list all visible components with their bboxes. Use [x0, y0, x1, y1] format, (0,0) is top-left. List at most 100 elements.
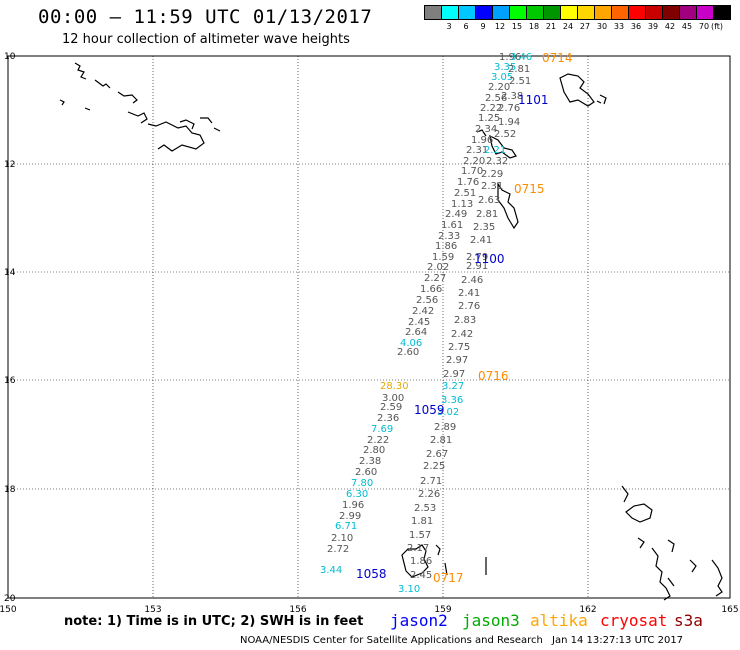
timestamp: Jan 14 13:27:13 UTC 2017	[552, 635, 684, 646]
scale-cell	[459, 6, 476, 19]
wave-height-label: 2.67	[426, 449, 448, 460]
wave-height-label: 2.36	[377, 413, 399, 424]
wave-height-label: 1.76	[457, 177, 479, 188]
wave-height-label: 3.10	[398, 584, 420, 595]
coastlines	[59, 62, 723, 601]
scale-cell	[578, 6, 595, 19]
wave-height-label: 2.38	[359, 456, 381, 467]
wave-height-label: 2.49	[445, 209, 467, 220]
wave-height-label: 2.60	[355, 467, 377, 478]
coastline-southeast	[621, 485, 723, 601]
scale-label: 39	[647, 22, 659, 31]
lon-label: 159	[434, 605, 451, 615]
map-title: 00:00 – 11:59 UTC 01/13/2017	[38, 6, 373, 28]
wave-height-label: 1.13	[451, 199, 473, 210]
wave-height-label: 2.56	[485, 93, 507, 104]
pass-time-label: 1100	[474, 252, 505, 266]
wave-height-label: 2.52	[494, 129, 516, 140]
coastline-south	[401, 544, 487, 578]
wave-height-label: 2.64	[405, 327, 427, 338]
color-scale-cells	[424, 5, 731, 20]
wave-height-label: 2.38	[501, 91, 523, 102]
scale-label: 36	[630, 22, 642, 31]
legend-jason2: jason2	[390, 611, 448, 630]
wave-height-label: 1.70	[461, 166, 483, 177]
wave-height-label: 2.97	[443, 369, 465, 380]
wave-height-label: 2.25	[423, 461, 445, 472]
wave-height-label: 3.44	[320, 565, 342, 576]
wave-height-label: 1.96	[499, 52, 521, 63]
wave-height-label: 7.80	[351, 478, 373, 489]
wave-height-label: 2.99	[339, 511, 361, 522]
lon-label: 150	[0, 605, 17, 615]
wave-height-label: 1.59	[432, 252, 454, 263]
wave-height-label: 4.06	[400, 338, 422, 349]
wave-height-label: 2.81	[476, 209, 498, 220]
wave-height-label: 3.27	[442, 381, 464, 392]
legend-cryosat: cryosat	[600, 611, 668, 630]
wave-height-label: 3.36	[441, 395, 463, 406]
wave-height-label: 2.80	[363, 445, 385, 456]
scale-cell	[629, 6, 646, 19]
coastline-west-islands	[59, 62, 221, 152]
lat-label: 12	[4, 160, 15, 170]
wave-height-label: 2.81	[430, 435, 452, 446]
scale-cell	[544, 6, 561, 19]
wave-height-label: 2.34	[475, 124, 497, 135]
wave-height-label: 2.97	[446, 355, 468, 366]
scale-cell	[510, 6, 527, 19]
wave-height-label: 2.72	[327, 544, 349, 555]
wave-height-label: 2.22	[367, 435, 389, 446]
scale-label: 15	[511, 22, 523, 31]
wave-height-label: 2.22	[480, 103, 502, 114]
scale-label: 6	[463, 22, 469, 31]
wave-height-label: 1.66	[420, 284, 442, 295]
footer-note: note: 1) Time is in UTC; 2) SWH is in fe…	[64, 614, 364, 629]
scale-label: 12	[494, 22, 506, 31]
wave-height-label: 2.42	[451, 329, 473, 340]
wave-height-label: 2.71	[420, 476, 442, 487]
scale-cell	[612, 6, 629, 19]
pass-time-label: 0715	[514, 182, 545, 196]
wave-height-label: 3.05	[491, 72, 513, 83]
wave-height-label: 2.17	[407, 543, 429, 554]
wave-height-label: 2.63	[478, 195, 500, 206]
wave-height-label: 2.20	[488, 82, 510, 93]
wave-height-label: 1.57	[409, 530, 431, 541]
scale-label: 45	[681, 22, 693, 31]
wave-height-label: 2.59	[380, 402, 402, 413]
scale-cell	[595, 6, 612, 19]
lat-label: 20	[4, 594, 16, 604]
scale-label: 27	[579, 22, 591, 31]
credit-line: NOAA/NESDIS Center for Satellite Applica…	[240, 635, 543, 646]
wave-height-label: 1.61	[441, 220, 463, 231]
color-scale-labels: 3 6 9 12 15 18 21 24 27 30 33 36 39 42 45 70 (ft)	[424, 20, 731, 32]
lat-label: 14	[4, 268, 16, 278]
wave-height-label: 1.81	[411, 516, 433, 527]
scale-label: 18	[528, 22, 540, 31]
wave-height-label: 2.21	[484, 145, 506, 156]
scale-label: 24	[562, 22, 574, 31]
wave-height-label: 2.27	[424, 273, 446, 284]
wave-height-label: 7.69	[371, 424, 393, 435]
wave-height-label: 3.46	[510, 52, 532, 63]
pass-time-labels: 0714 1101 0715 1100 0716 1059 1058 0717	[356, 51, 573, 585]
legend-s3a: s3a	[674, 611, 703, 630]
wave-height-label: 1.96	[342, 500, 364, 511]
scale-label: 30	[596, 22, 608, 31]
wave-height-label: 2.45	[410, 570, 432, 581]
wave-height-label: 2.46	[461, 275, 483, 286]
scale-cell	[527, 6, 544, 19]
map-border	[7, 55, 731, 599]
wave-height-color-scale: 3 6 9 12 15 18 21 24 27 30 33 36 39 42 45 70 (ft)	[424, 5, 731, 32]
scale-cell	[697, 6, 714, 19]
scale-cell	[714, 6, 730, 19]
wave-height-label: 2.83	[454, 315, 476, 326]
scale-cell	[425, 6, 442, 19]
scale-label: 21	[545, 22, 557, 31]
scale-cell	[493, 6, 510, 19]
wave-height-label: 2.75	[448, 342, 470, 353]
scale-label: 33	[613, 22, 625, 31]
wave-height-label: 2.10	[331, 533, 353, 544]
